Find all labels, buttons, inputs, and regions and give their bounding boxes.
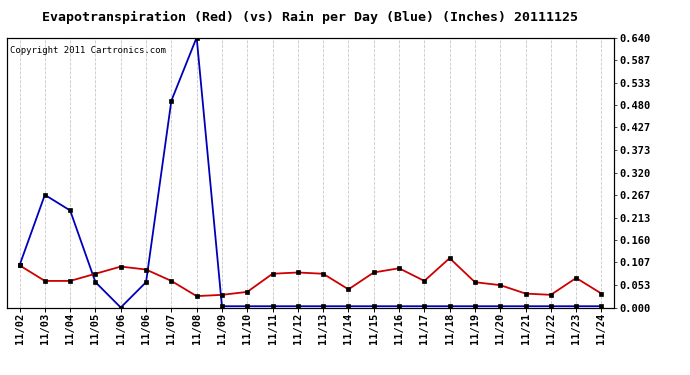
Text: Copyright 2011 Cartronics.com: Copyright 2011 Cartronics.com	[10, 46, 166, 55]
Text: Evapotranspiration (Red) (vs) Rain per Day (Blue) (Inches) 20111125: Evapotranspiration (Red) (vs) Rain per D…	[43, 11, 578, 24]
